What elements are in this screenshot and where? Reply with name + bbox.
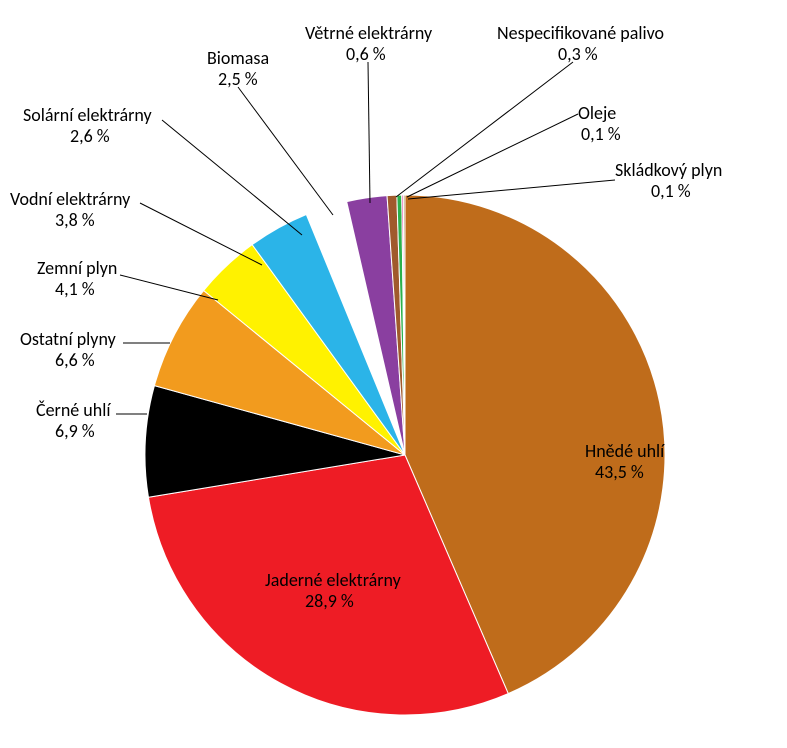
slice-label-pct: 0,1 %	[581, 124, 621, 145]
slice-label-name: Solární elektrárny	[23, 105, 152, 126]
leader-line	[140, 203, 262, 265]
slice-label-name: Vodní elektrárny	[10, 189, 130, 210]
slice-label-pct: 4,1 %	[55, 279, 95, 300]
leader-line	[162, 120, 302, 235]
slice-label-name: Jaderné elektrárny	[265, 570, 401, 591]
slice-label-name: Biomasa	[207, 48, 269, 69]
slice-label-pct: 6,6 %	[55, 350, 95, 371]
slice-label-name: Černé uhlí	[36, 400, 111, 421]
slice-label-name: Oleje	[578, 103, 616, 124]
slice-label-pct: 28,9 %	[305, 591, 354, 612]
slice-label-pct: 0,1 %	[651, 181, 691, 202]
leader-line	[368, 62, 370, 203]
slice-label-pct: 0,3 %	[558, 44, 598, 65]
leader-line	[238, 87, 333, 215]
slice-label-pct: 2,5 %	[218, 69, 258, 90]
slice-label-name: Ostatní plyny	[20, 329, 116, 350]
slice-label-name: Nespecifikované palivo	[497, 23, 664, 44]
leader-line	[407, 114, 578, 197]
slice-label-name: Hnědé uhlí	[585, 441, 664, 462]
slice-label-pct: 43,5 %	[595, 462, 644, 483]
slice-label-pct: 6,9 %	[55, 421, 95, 442]
slice-label-name: Zemní plyn	[37, 258, 117, 279]
slice-label-pct: 2,6 %	[70, 126, 110, 147]
slice-label-name: Skládkový plyn	[615, 160, 722, 181]
leader-line	[120, 275, 218, 300]
slice-label-pct: 3,8 %	[55, 210, 95, 231]
leader-line	[408, 180, 615, 199]
slice-label-pct: 0,6 %	[346, 44, 386, 65]
slice-label-name: Větrné elektrárny	[305, 23, 432, 44]
